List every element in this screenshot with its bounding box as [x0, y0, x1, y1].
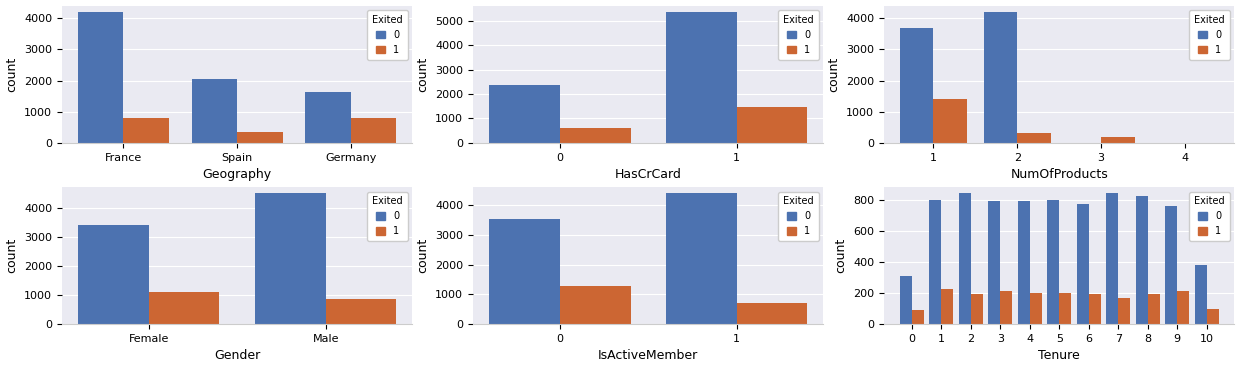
Bar	[1148, 294, 1159, 324]
Bar	[1059, 293, 1071, 324]
Bar	[900, 276, 911, 324]
Bar	[1136, 197, 1148, 324]
Bar	[149, 292, 219, 324]
Bar	[666, 12, 737, 143]
Bar	[1101, 137, 1135, 143]
Y-axis label: count: count	[827, 57, 841, 92]
Legend: 0, 1: 0, 1	[779, 192, 818, 241]
Legend: 0, 1: 0, 1	[1189, 192, 1230, 241]
Legend: 0, 1: 0, 1	[367, 192, 408, 241]
Bar	[559, 128, 630, 143]
Bar	[930, 199, 941, 324]
Bar	[1089, 294, 1101, 324]
Bar	[959, 193, 971, 324]
Bar	[1001, 291, 1012, 324]
X-axis label: HasCrCard: HasCrCard	[615, 168, 682, 181]
X-axis label: NumOfProducts: NumOfProducts	[1011, 168, 1109, 181]
Legend: 0, 1: 0, 1	[367, 10, 408, 60]
X-axis label: IsActiveMember: IsActiveMember	[598, 350, 698, 362]
Bar	[934, 99, 967, 143]
X-axis label: Tenure: Tenure	[1038, 350, 1080, 362]
Bar	[489, 219, 559, 324]
Bar	[351, 118, 397, 143]
Bar	[983, 12, 1017, 143]
Bar	[192, 79, 237, 143]
Y-axis label: count: count	[835, 238, 848, 273]
Bar	[1048, 199, 1059, 324]
Bar	[78, 225, 149, 324]
Bar	[1118, 298, 1130, 324]
Bar	[900, 28, 934, 143]
Bar	[911, 310, 924, 324]
Bar	[78, 12, 124, 143]
Y-axis label: count: count	[417, 238, 429, 273]
Y-axis label: count: count	[417, 57, 429, 92]
Bar	[941, 289, 954, 324]
Bar	[737, 303, 807, 324]
Y-axis label: count: count	[5, 238, 19, 273]
Legend: 0, 1: 0, 1	[779, 10, 818, 60]
Bar	[1207, 309, 1219, 324]
Bar	[559, 286, 630, 324]
Bar	[1195, 265, 1207, 324]
Bar	[1018, 201, 1029, 324]
Bar	[1029, 293, 1042, 324]
Bar	[1017, 133, 1050, 143]
Bar	[1166, 206, 1177, 324]
Bar	[237, 132, 283, 143]
Bar	[326, 299, 397, 324]
X-axis label: Geography: Geography	[202, 168, 272, 181]
Bar	[737, 107, 807, 143]
Y-axis label: count: count	[5, 57, 19, 92]
Bar	[1177, 291, 1189, 324]
Bar	[666, 193, 737, 324]
X-axis label: Gender: Gender	[215, 350, 260, 362]
Bar	[1076, 204, 1089, 324]
Bar	[988, 201, 1001, 324]
Bar	[1106, 193, 1118, 324]
Bar	[255, 193, 326, 324]
Legend: 0, 1: 0, 1	[1189, 10, 1230, 60]
Bar	[489, 85, 559, 143]
Bar	[124, 118, 169, 143]
Bar	[971, 294, 982, 324]
Bar	[305, 92, 351, 143]
